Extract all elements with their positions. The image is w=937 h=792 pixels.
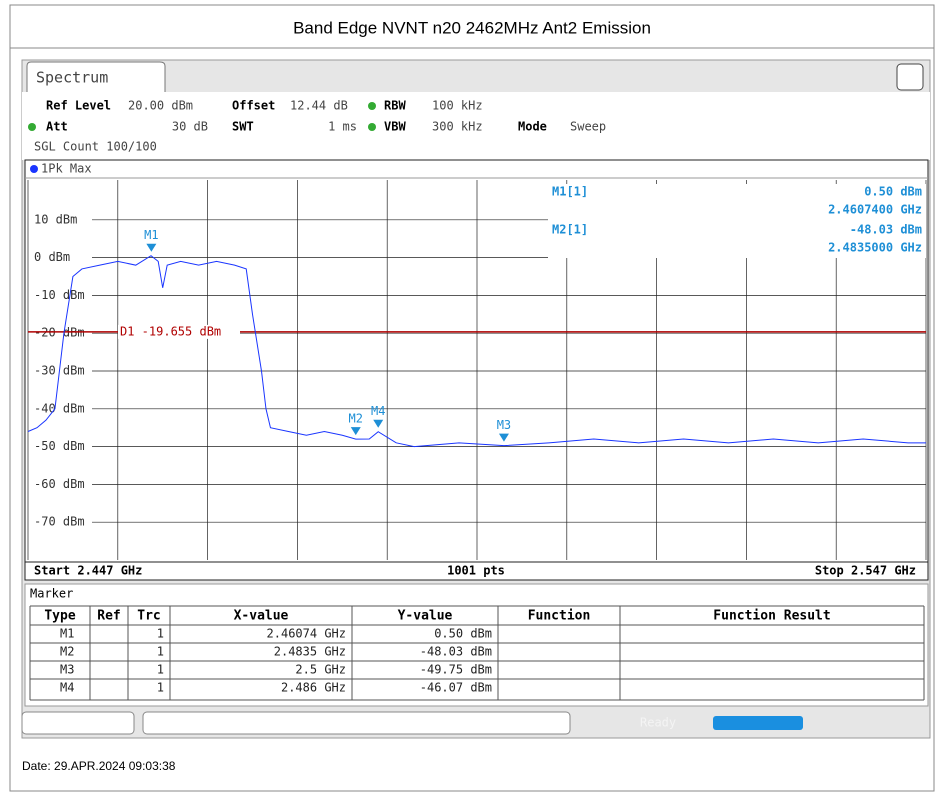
cell: 1 [157, 681, 164, 695]
cell: 1 [157, 645, 164, 659]
y-tick-label: 10 dBm [34, 212, 77, 226]
y-tick-label: -20 dBm [34, 326, 85, 340]
label: Att [46, 120, 68, 134]
value: 12.44 dB [290, 99, 348, 113]
column-header: X-value [234, 609, 289, 624]
cell: 0.50 dBm [434, 627, 492, 641]
label: Ref Level [46, 99, 111, 113]
title: Band Edge NVNT n20 2462MHz Ant2 Emission [293, 18, 651, 37]
cell: 1 [157, 663, 164, 677]
value: 30 dB [172, 120, 208, 134]
status: Ready [640, 716, 676, 730]
start: Start 2.447 GHz [34, 564, 142, 578]
column-header: Trc [137, 609, 160, 624]
marker [146, 243, 157, 252]
label: VBW [384, 120, 406, 134]
date: Date: 29.APR.2024 09:03:38 [22, 759, 176, 773]
display-label: D1 -19.655 dBm [120, 324, 221, 338]
readout-x: 2.4607400 GHz [828, 203, 922, 217]
label: Mode [518, 120, 547, 134]
menu-icon[interactable] [896, 63, 924, 91]
value: 300 kHz [432, 120, 483, 134]
cell: 2.5 GHz [295, 663, 346, 677]
y-tick-label: -70 dBm [34, 515, 85, 529]
readout-name: M2[1] [552, 223, 588, 237]
marker [498, 433, 509, 442]
value: Sweep [570, 120, 606, 134]
column-header: Y-value [398, 609, 453, 624]
label: SWT [232, 120, 254, 134]
column-header: Function Result [713, 609, 830, 624]
y-tick-label: -60 dBm [34, 477, 85, 491]
tab[interactable] [26, 61, 166, 92]
marker-table [24, 583, 929, 707]
cell: M1 [60, 627, 74, 641]
stop: Stop 2.547 GHz [815, 564, 916, 578]
trace-label: 1Pk Max [41, 162, 92, 176]
tab-label: Spectrum [36, 69, 108, 87]
marker-label: M4 [371, 404, 385, 418]
marker-label: M3 [497, 418, 511, 432]
y-tick-label: -40 dBm [34, 401, 85, 415]
label: Offset [232, 99, 275, 113]
column-header: Function [528, 609, 591, 624]
y-tick-label: 0 dBm [34, 250, 70, 264]
cell: 2.4835 GHz [274, 645, 346, 659]
value: 1 ms [328, 120, 357, 134]
trace-dot [30, 165, 38, 173]
marker-label: M1 [144, 228, 158, 242]
cell: 2.46074 GHz [267, 627, 346, 641]
dot [368, 123, 376, 131]
cell: M2 [60, 645, 74, 659]
trace [27, 255, 926, 448]
display-label-bg [118, 324, 240, 339]
marker [350, 427, 361, 436]
cell: 2.486 GHz [281, 681, 346, 695]
cell: 1 [157, 627, 164, 641]
table-title: Marker [30, 587, 73, 601]
cell: M4 [60, 681, 74, 695]
status-box [21, 711, 135, 735]
marker [373, 419, 384, 428]
column-header: Ref [97, 609, 120, 624]
cell: -48.03 dBm [420, 645, 492, 659]
points: 1001 pts [447, 564, 505, 578]
dot [28, 123, 36, 131]
settings-panel [22, 92, 930, 160]
value: 20.00 dBm [128, 99, 193, 113]
cell: -49.75 dBm [420, 663, 492, 677]
cell: -46.07 dBm [420, 681, 492, 695]
progress [713, 716, 803, 730]
marker-label: M2 [349, 412, 363, 426]
readout-y: -48.03 dBm [850, 223, 922, 237]
y-tick-label: -10 dBm [34, 288, 85, 302]
dot [368, 102, 376, 110]
value: 100 kHz [432, 99, 483, 113]
label: RBW [384, 99, 406, 113]
count: SGL Count 100/100 [34, 140, 157, 154]
column-header: Type [44, 609, 75, 624]
readout-bg [548, 184, 926, 258]
readout-y: 0.50 dBm [864, 185, 922, 199]
y-tick-label: -50 dBm [34, 439, 85, 453]
status-box [142, 711, 571, 735]
cell: M3 [60, 663, 74, 677]
readout-name: M1[1] [552, 185, 588, 199]
readout-x: 2.4835000 GHz [828, 241, 922, 255]
